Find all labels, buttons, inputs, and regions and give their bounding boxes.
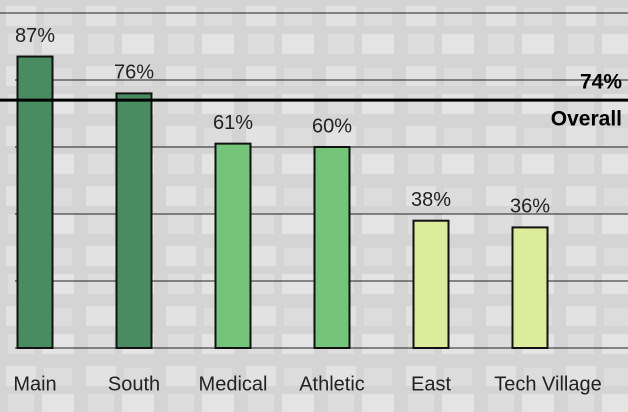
value-label: 36%: [510, 196, 550, 218]
bar: [511, 226, 549, 349]
bar: [313, 146, 351, 349]
value-label: 38%: [411, 189, 451, 211]
reference-name: Overall: [551, 108, 622, 131]
value-label: 76%: [114, 62, 154, 84]
x-tick-label: Athletic: [299, 373, 365, 395]
x-tick-label: South: [108, 373, 160, 395]
x-tick-label: Medical: [199, 373, 268, 395]
bar: [16, 55, 54, 350]
reference-value-label: 74%: [580, 71, 622, 94]
x-tick-label: Tech Village: [494, 373, 601, 395]
x-tick-label: East: [411, 373, 451, 395]
x-tick-label: Main: [13, 373, 56, 395]
bar: [412, 219, 450, 349]
bar: [115, 92, 153, 350]
bar: [214, 142, 252, 349]
value-label: 61%: [213, 112, 253, 134]
value-label: 60%: [312, 115, 352, 137]
value-label: 87%: [15, 25, 55, 47]
